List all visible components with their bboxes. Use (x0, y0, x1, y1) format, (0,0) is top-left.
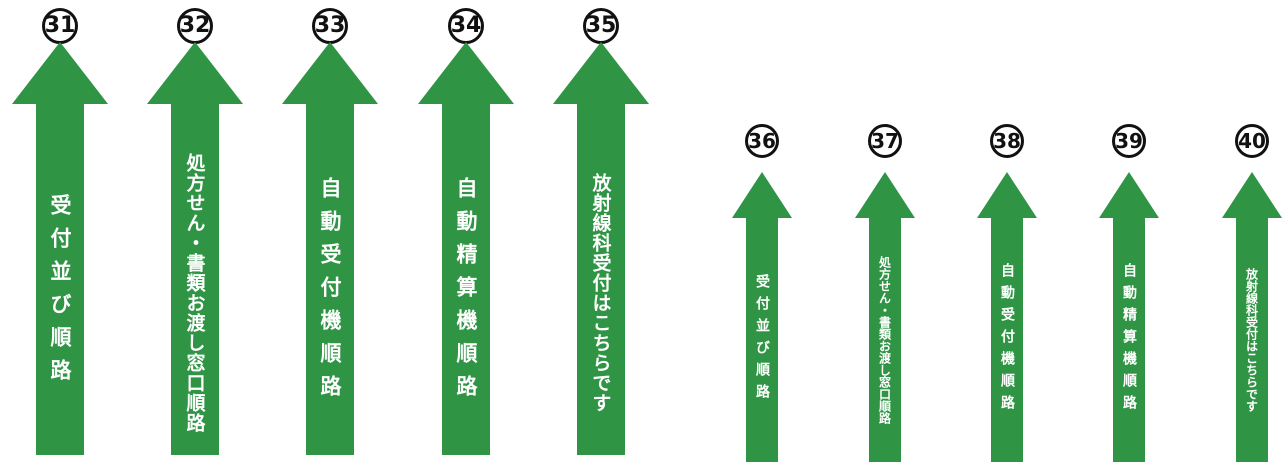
sign-number: 39 (1112, 124, 1146, 158)
sign-number: 31 (42, 8, 78, 44)
sign-label: 処方せん・書類お渡し窓口順路 (845, 225, 925, 455)
up-arrow-head-icon (553, 42, 649, 104)
up-arrow-head-icon (12, 42, 108, 104)
sign-label: 受付並び順路 (722, 225, 802, 455)
sign-label-text: 処方せん・書類お渡し窓口順路 (877, 256, 892, 424)
up-arrow-head-icon (977, 172, 1037, 218)
up-arrow-head-icon (418, 42, 514, 104)
sign-number: 32 (177, 8, 213, 44)
sign-label-text: 自動精算機順路 (1121, 263, 1137, 417)
sign-label: 放射線科受付はこちらです (1212, 225, 1282, 455)
sign-label-text: 受付並び順路 (754, 274, 770, 406)
up-arrow-head-icon (147, 42, 243, 104)
arrow-shaft (869, 217, 901, 462)
sign-label-text: 自動精算機順路 (454, 177, 478, 408)
sign-label: 自動受付機順路 (967, 225, 1047, 455)
sign-label: 処方せん・書類お渡し窓口順路 (155, 140, 235, 445)
up-arrow-head-icon (732, 172, 792, 218)
arrow-shaft (746, 217, 778, 462)
arrow-shaft (991, 217, 1023, 462)
sign-number: 37 (868, 124, 902, 158)
arrow-shaft (306, 103, 354, 455)
sign-label: 自動精算機順路 (1089, 225, 1169, 455)
arrow-shaft (577, 103, 625, 455)
sign-label-text: 受付並び順路 (48, 193, 72, 392)
sign-label-text: 処方せん・書類お渡し窓口順路 (183, 152, 206, 433)
arrow-shaft (171, 103, 219, 455)
up-arrow-head-icon (855, 172, 915, 218)
sign-label: 自動精算機順路 (426, 140, 506, 445)
sign-number: 35 (583, 8, 619, 44)
arrow-shaft (442, 103, 490, 455)
sign-label-text: 自動受付機順路 (999, 263, 1015, 417)
arrow-shaft (1236, 217, 1268, 462)
sign-number: 38 (990, 124, 1024, 158)
arrow-shaft (36, 103, 84, 455)
sign-label-text: 放射線科受付はこちらです (589, 172, 612, 413)
sign-label-text: 放射線科受付はこちらです (1244, 268, 1259, 412)
sign-number: 40 (1235, 124, 1269, 158)
sign-label: 受付並び順路 (20, 140, 100, 445)
up-arrow-head-icon (1222, 172, 1282, 218)
up-arrow-head-icon (1099, 172, 1159, 218)
sign-number: 34 (448, 8, 484, 44)
up-arrow-head-icon (282, 42, 378, 104)
sign-label: 自動受付機順路 (290, 140, 370, 445)
arrow-shaft (1113, 217, 1145, 462)
sign-number: 33 (312, 8, 348, 44)
sign-number: 36 (745, 124, 779, 158)
sign-label-text: 自動受付機順路 (318, 177, 342, 408)
sign-label: 放射線科受付はこちらです (561, 140, 641, 445)
